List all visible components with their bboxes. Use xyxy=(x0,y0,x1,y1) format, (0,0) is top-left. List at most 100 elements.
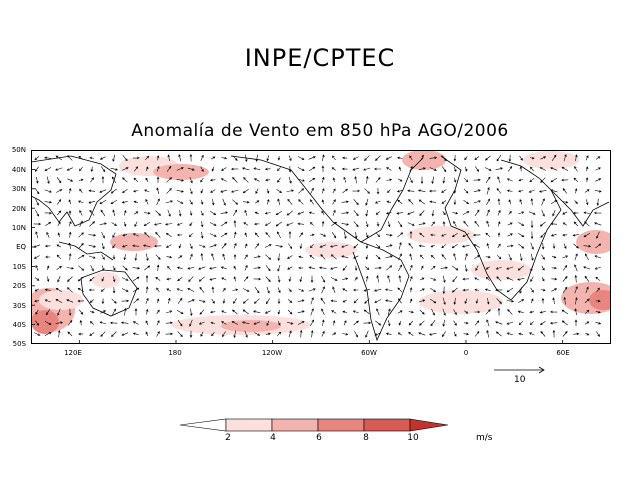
wind-vector xyxy=(200,166,204,172)
reference-vector-arrow xyxy=(494,366,545,374)
wind-vector xyxy=(343,176,347,183)
wind-vector xyxy=(233,330,236,339)
wind-vector xyxy=(354,231,358,239)
wind-vector xyxy=(200,177,204,183)
wind-vector xyxy=(332,286,336,294)
wind-vector xyxy=(596,198,600,206)
wind-vector xyxy=(407,222,415,226)
wind-vector xyxy=(276,189,283,193)
wind-vector xyxy=(528,189,535,193)
wind-vector xyxy=(353,320,359,326)
wind-vector xyxy=(332,177,336,183)
wind-vector xyxy=(506,299,515,303)
wind-vector xyxy=(495,321,503,325)
wind-vector xyxy=(286,222,294,226)
wind-vector xyxy=(363,309,370,315)
wind-vector xyxy=(563,154,567,162)
wind-vector xyxy=(530,298,534,304)
wind-vector xyxy=(485,176,491,184)
wind-vector xyxy=(408,199,414,205)
wind-vector xyxy=(253,321,261,325)
wind-vector xyxy=(486,319,490,327)
wind-vector xyxy=(518,211,525,215)
wind-vector xyxy=(56,254,62,260)
wind-vector xyxy=(200,331,204,337)
wind-vector xyxy=(485,266,490,270)
wind-vector xyxy=(189,319,193,327)
shade-patch xyxy=(153,164,209,180)
wind-vector xyxy=(189,308,193,317)
wind-anomaly-map xyxy=(31,150,611,344)
wind-vector xyxy=(145,286,149,294)
wind-vector xyxy=(309,233,315,237)
wind-vector xyxy=(177,297,183,304)
wind-vector xyxy=(288,276,292,282)
wind-vector xyxy=(561,309,569,315)
wind-vector xyxy=(530,276,534,283)
wind-vector xyxy=(550,167,558,171)
wind-vector xyxy=(497,198,501,206)
wind-vector xyxy=(244,232,248,238)
wind-vector xyxy=(572,233,579,237)
wind-vector xyxy=(310,330,314,338)
wind-vector xyxy=(155,231,161,238)
wind-vector xyxy=(550,233,557,237)
wind-vector xyxy=(55,299,63,303)
wind-vector xyxy=(145,155,150,161)
wind-vector xyxy=(66,299,74,303)
wind-vector xyxy=(187,288,195,292)
wind-vector xyxy=(321,308,325,316)
wind-vector xyxy=(408,242,414,249)
wind-vector xyxy=(353,199,359,206)
wind-vector xyxy=(222,331,226,338)
wind-vector xyxy=(409,264,413,271)
wind-vector xyxy=(497,307,501,316)
wind-vector xyxy=(266,286,270,294)
lat-label-30s: 30S xyxy=(12,302,26,310)
wind-vector xyxy=(549,321,558,325)
wind-vector xyxy=(321,286,325,294)
wind-vector xyxy=(220,266,227,270)
wind-vector xyxy=(354,276,358,281)
wind-vector xyxy=(178,154,182,162)
wind-vector xyxy=(178,243,182,249)
wind-vector xyxy=(187,266,195,270)
wind-vector xyxy=(386,167,392,171)
wind-vector xyxy=(211,166,215,172)
wind-vector xyxy=(387,320,391,327)
wind-vector xyxy=(541,209,545,217)
wind-vector xyxy=(552,297,555,305)
wind-vector xyxy=(331,167,336,171)
coastline-asia xyxy=(31,155,117,227)
wind-vector xyxy=(189,253,193,260)
wind-vector xyxy=(363,288,370,292)
wind-vector xyxy=(442,221,446,227)
wind-vector xyxy=(540,156,547,160)
wind-vector xyxy=(321,165,325,173)
wind-vector xyxy=(441,331,446,338)
wind-vector xyxy=(189,330,193,338)
wind-vector xyxy=(321,188,325,194)
wind-vector xyxy=(210,321,216,325)
wind-vector xyxy=(585,253,589,261)
wind-vector xyxy=(419,277,425,281)
wind-vector xyxy=(145,275,149,283)
wind-vector xyxy=(495,167,504,171)
wind-vector xyxy=(167,154,171,162)
wind-vector xyxy=(595,156,601,160)
wind-vector xyxy=(242,298,249,304)
wind-vector xyxy=(583,232,591,238)
wind-vector xyxy=(254,232,259,238)
wind-vector xyxy=(222,253,226,260)
wind-vector xyxy=(241,167,250,171)
shade-patch xyxy=(221,320,281,332)
wind-vector xyxy=(442,211,446,216)
wind-vector xyxy=(264,222,271,226)
wind-vector xyxy=(288,299,293,304)
wind-vector xyxy=(342,156,348,160)
wind-vector xyxy=(309,199,314,205)
wind-vector xyxy=(441,189,447,193)
wind-vector xyxy=(123,221,127,227)
wind-vector xyxy=(506,189,513,193)
wind-vector xyxy=(451,232,458,238)
